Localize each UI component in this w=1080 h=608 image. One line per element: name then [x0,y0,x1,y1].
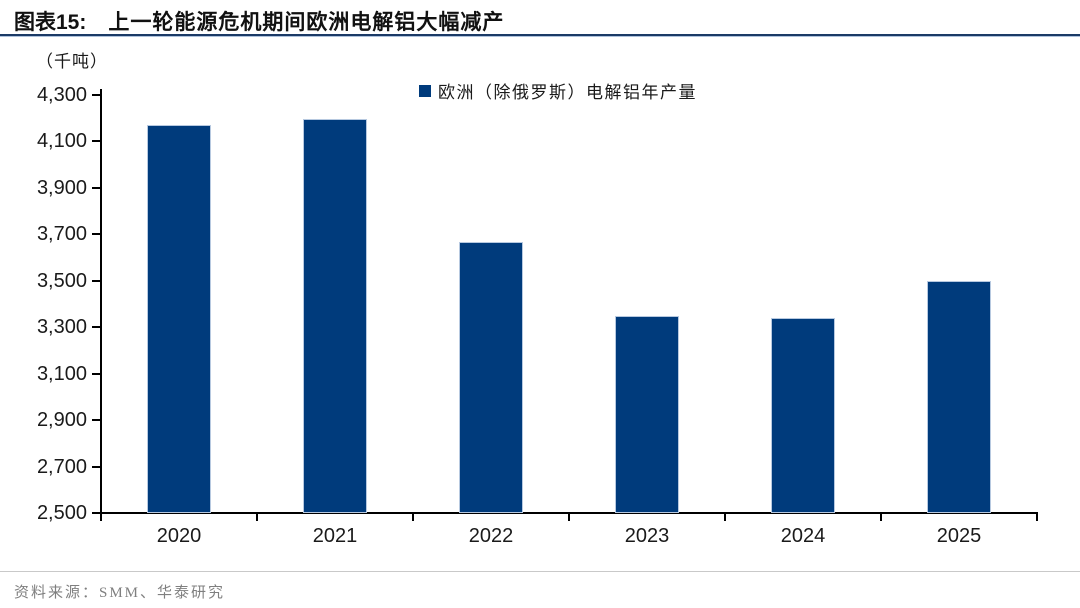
y-axis-tick [92,186,100,189]
y-axis-tick [92,372,100,375]
y-axis-tick-label: 3,100 [36,362,87,385]
y-axis-tick [92,140,100,143]
y-axis-line [100,89,102,514]
x-axis-tick-label: 2024 [780,525,826,547]
x-axis-tick [724,513,726,521]
x-axis-tick-label: 2025 [936,525,982,547]
x-axis-tick [568,513,570,521]
x-axis-tick [880,513,882,521]
source-note: 资料来源：SMM、华泰研究 [14,585,226,601]
y-axis-tick-label: 2,900 [36,409,87,432]
y-axis-tick-label: 3,300 [36,316,87,339]
y-axis-tick [92,512,100,514]
figure-header: 图表15: 上一轮能源危机期间欧洲电解铝大幅减产 [14,6,504,36]
chart-legend: 欧洲（除俄罗斯）电解铝年产量 [419,78,697,103]
x-axis-tick-label: 2021 [312,525,358,547]
x-axis-tick-label: 2023 [624,525,670,547]
y-axis-tick-label: 2,700 [36,455,87,478]
title-rule-light [0,36,1080,37]
x-axis-tick [100,513,102,521]
legend-swatch-icon [419,84,431,97]
y-axis-tick [92,94,100,96]
bar-2024 [771,317,835,513]
legend-label: 欧洲（除俄罗斯）电解铝年产量 [438,83,697,102]
x-axis-tick [412,513,414,521]
y-axis-tick-label: 3,500 [36,269,87,292]
bar-2020 [147,125,211,513]
y-axis-tick [92,279,100,282]
y-axis-tick-label: 3,700 [36,223,87,246]
x-axis-tick-label: 2020 [156,525,202,547]
x-axis-tick [1036,513,1038,521]
y-axis-tick-label: 3,900 [36,176,87,199]
y-axis-tick-label: 4,100 [36,130,87,153]
bar-2025 [927,280,991,513]
bar-2021 [303,119,367,513]
y-axis-tick [92,465,100,468]
x-axis-tick [256,513,258,521]
bar-2023 [615,315,679,513]
y-axis-tick [92,326,100,329]
title-rule-dark [0,34,1080,36]
figure-title: 上一轮能源危机期间欧洲电解铝大幅减产 [108,10,505,34]
y-axis-tick-label: 2,500 [36,502,87,524]
y-axis-tick [92,233,100,236]
x-axis-tick-label: 2022 [468,525,514,547]
y-axis-tick [92,419,100,422]
y-axis-tick-label: 4,300 [36,84,87,106]
figure-number: 图表15: [14,11,87,34]
y-axis-unit-label: （千吨） [36,52,108,71]
footer-rule [0,571,1080,572]
bar-2022 [459,242,523,513]
